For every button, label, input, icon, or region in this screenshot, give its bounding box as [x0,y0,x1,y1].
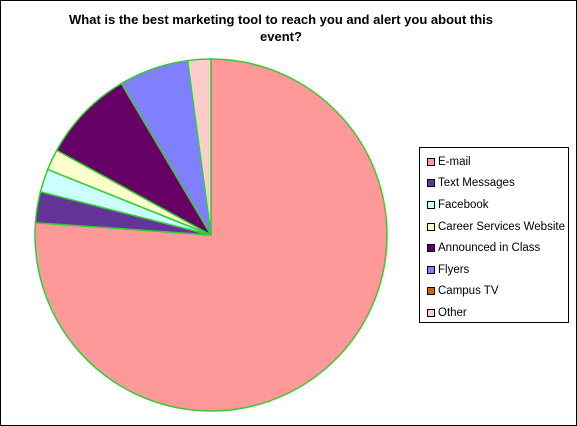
legend-swatch [427,222,435,231]
legend-swatch [427,179,435,188]
legend-item-facebook: Facebook [420,194,568,216]
legend-item-other: Other [420,302,568,324]
legend-item-career-services-website: Career Services Website [420,216,568,238]
legend-label: Campus TV [438,285,499,298]
legend-swatch [427,200,435,209]
legend-label: Flyers [438,263,470,276]
legend: E-mail Text Messages Facebook Career Servic… [419,147,569,323]
legend-label: Career Services Website [438,220,565,233]
pie-slice-e-mail [34,58,388,412]
legend-swatch [427,265,435,274]
legend-swatch [427,157,435,166]
legend-swatch [427,287,435,296]
legend-item-announced-in-class: Announced in Class [420,237,568,259]
legend-swatch [427,244,435,253]
legend-label: Other [438,306,467,319]
legend-item-flyers: Flyers [420,259,568,281]
legend-label: Announced in Class [438,242,541,255]
pie-slice-announced-in-class [55,82,212,236]
legend-item-text-messages: Text Messages [420,173,568,195]
legend-swatch [427,308,435,317]
legend-label: E-mail [438,155,471,168]
legend-item-e-mail: E-mail [420,151,568,173]
legend-item-campus-tv: Campus TV [420,281,568,303]
legend-label: Text Messages [438,177,515,190]
legend-label: Facebook [438,198,489,211]
pie-slice-other [186,58,212,236]
chart-title: What is the best marketing tool to reach… [69,12,493,44]
